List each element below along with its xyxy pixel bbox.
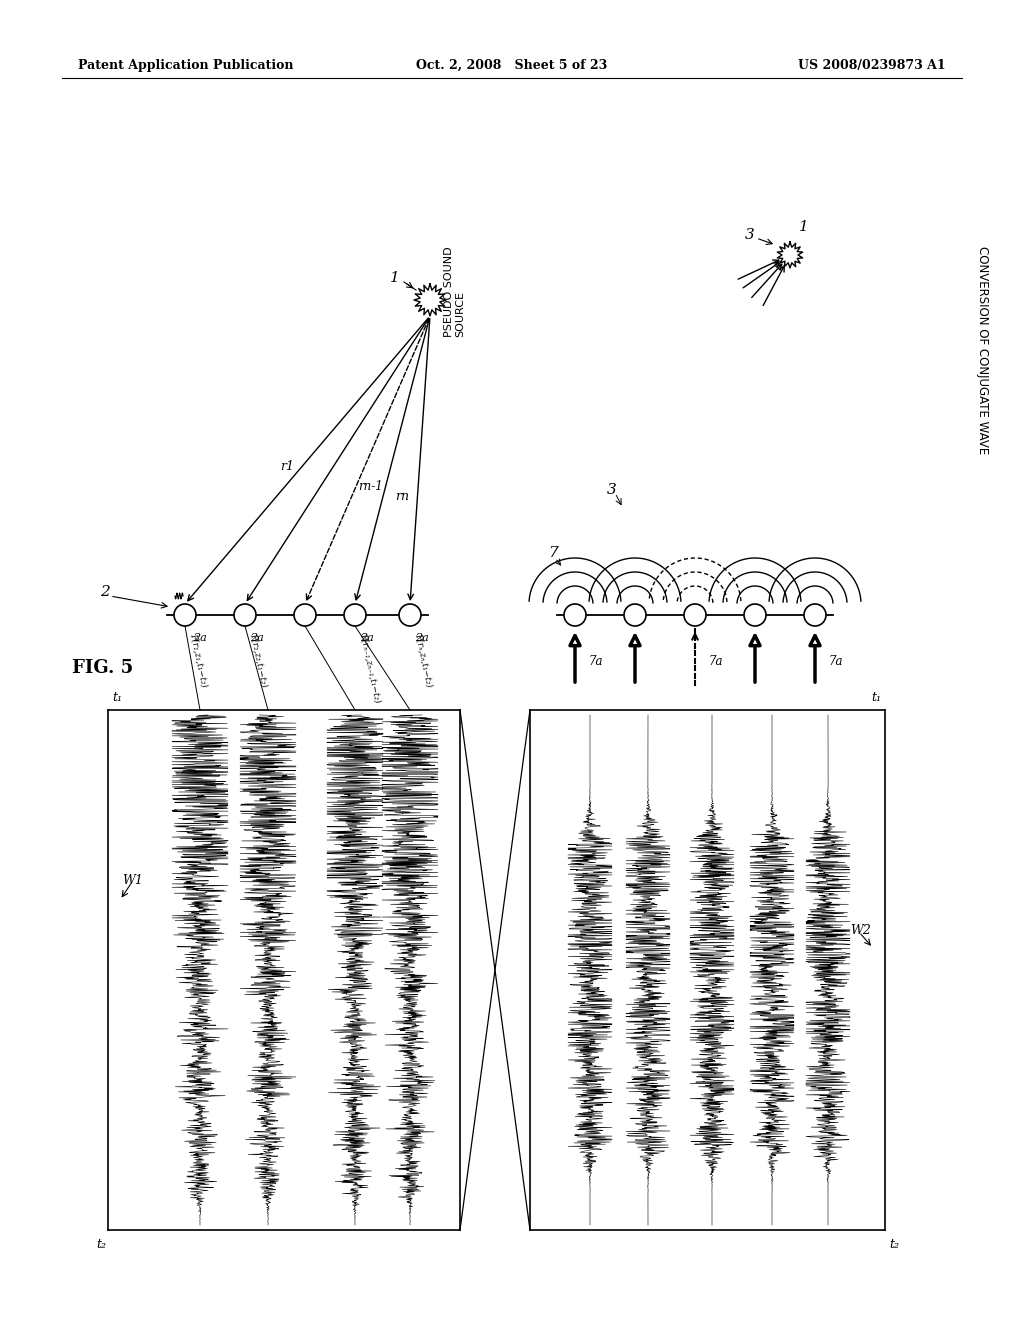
Text: P(rₙ,zₙ,t₁−t₂): P(rₙ,zₙ,t₁−t₂): [414, 632, 434, 688]
Text: P(r₁,z₁,t₁−t₂): P(r₁,z₁,t₁−t₂): [189, 632, 209, 688]
Text: 2a: 2a: [415, 634, 429, 643]
Text: 7a: 7a: [589, 655, 603, 668]
Text: 1: 1: [390, 271, 400, 285]
Text: t₂: t₂: [889, 1238, 899, 1251]
Text: Oct. 2, 2008   Sheet 5 of 23: Oct. 2, 2008 Sheet 5 of 23: [417, 58, 607, 71]
Text: PSEUDO SOUND
SOURCE: PSEUDO SOUND SOURCE: [444, 247, 466, 338]
Text: W1: W1: [122, 874, 143, 887]
Text: 7a: 7a: [709, 655, 724, 668]
Text: 2a: 2a: [193, 634, 207, 643]
Text: 2: 2: [100, 585, 110, 599]
Circle shape: [234, 605, 256, 626]
Text: r1: r1: [280, 459, 294, 473]
Text: Patent Application Publication: Patent Application Publication: [78, 58, 294, 71]
Text: rn-1: rn-1: [358, 480, 383, 492]
Text: 7: 7: [548, 546, 558, 560]
Text: W2: W2: [850, 924, 871, 936]
Text: t₁: t₁: [112, 690, 122, 704]
Polygon shape: [414, 284, 446, 315]
Text: 2a: 2a: [360, 634, 374, 643]
Text: CONVERSION OF CONJUGATE WAVE: CONVERSION OF CONJUGATE WAVE: [976, 246, 988, 454]
Circle shape: [744, 605, 766, 626]
Circle shape: [399, 605, 421, 626]
Circle shape: [684, 605, 706, 626]
Text: FIG. 5: FIG. 5: [72, 659, 133, 677]
Text: 3: 3: [745, 228, 755, 242]
Text: 1: 1: [799, 220, 809, 234]
Circle shape: [344, 605, 366, 626]
Text: 3: 3: [607, 483, 616, 498]
Circle shape: [294, 605, 316, 626]
Text: 2a: 2a: [250, 634, 264, 643]
Circle shape: [804, 605, 826, 626]
Text: P(rₙ₋₁,zₙ₋₁,t₁−t₂): P(rₙ₋₁,zₙ₋₁,t₁−t₂): [359, 632, 383, 704]
Text: rn: rn: [395, 490, 409, 503]
Text: US 2008/0239873 A1: US 2008/0239873 A1: [799, 58, 946, 71]
Circle shape: [564, 605, 586, 626]
Text: t₂: t₂: [96, 1238, 106, 1251]
Text: t₁: t₁: [871, 690, 881, 704]
Circle shape: [174, 605, 196, 626]
Circle shape: [624, 605, 646, 626]
Polygon shape: [777, 242, 803, 268]
Text: P(r₂,z₂,t₁−t₂): P(r₂,z₂,t₁−t₂): [249, 632, 269, 688]
Text: 7a: 7a: [829, 655, 844, 668]
